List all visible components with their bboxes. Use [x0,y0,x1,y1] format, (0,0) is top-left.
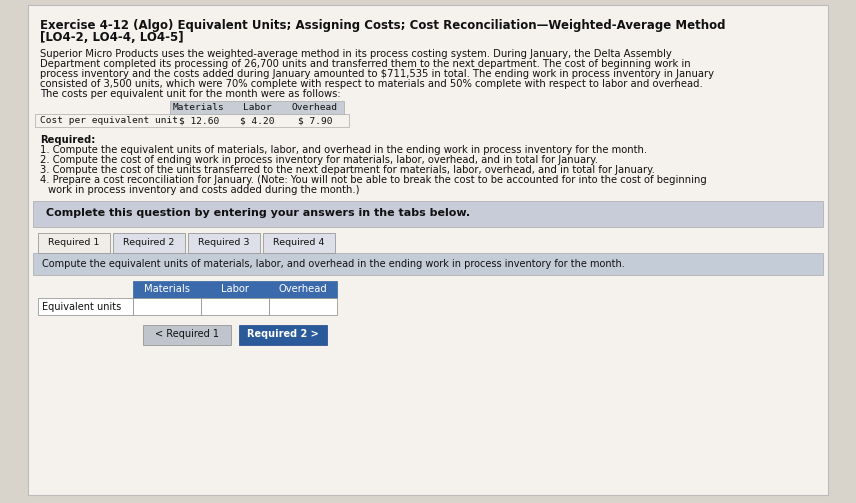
Text: Equivalent units: Equivalent units [42,302,122,312]
Text: Department completed its processing of 26,700 units and transferred them to the : Department completed its processing of 2… [40,59,691,69]
Text: Required:: Required: [40,135,95,145]
Text: Labor: Labor [221,284,249,294]
Bar [269,298,337,315]
Text: Required 4: Required 4 [273,238,324,247]
Text: Cost per equivalent unit: Cost per equivalent unit [40,116,178,125]
Text: $ 12.60: $ 12.60 [179,116,219,125]
Text: Materials: Materials [173,103,225,112]
Bar [35,114,349,127]
Text: 4. Prepare a cost reconciliation for January. (Note: You will not be able to bre: 4. Prepare a cost reconciliation for Jan… [40,175,707,185]
Text: < Required 1: < Required 1 [155,329,219,339]
Bar [33,253,823,275]
Text: Labor: Labor [242,103,271,112]
Text: The costs per equivalent unit for the month were as follows:: The costs per equivalent unit for the mo… [40,89,341,99]
Text: Complete this question by entering your answers in the tabs below.: Complete this question by entering your … [46,208,470,218]
Bar [38,233,110,253]
Text: Superior Micro Products uses the weighted-average method in its process costing : Superior Micro Products uses the weighte… [40,49,672,59]
Text: 2. Compute the cost of ending work in process inventory for materials, labor, ov: 2. Compute the cost of ending work in pr… [40,155,598,165]
Bar [143,325,231,345]
Bar [239,325,327,345]
Text: Required 2 >: Required 2 > [247,329,319,339]
Text: Exercise 4-12 (Algo) Equivalent Units; Assigning Costs; Cost Reconciliation—Weig: Exercise 4-12 (Algo) Equivalent Units; A… [40,19,726,32]
Text: Materials: Materials [144,284,190,294]
Text: 3. Compute the cost of the units transferred to the next department for material: 3. Compute the cost of the units transfe… [40,165,655,175]
Bar [133,281,337,298]
Text: Overhead: Overhead [278,284,327,294]
Bar [201,298,269,315]
Bar [170,101,344,114]
Text: work in process inventory and costs added during the month.): work in process inventory and costs adde… [48,185,360,195]
Bar [263,233,335,253]
Text: [LO4-2, LO4-4, LO4-5]: [LO4-2, LO4-4, LO4-5] [40,31,184,44]
Text: Compute the equivalent units of materials, labor, and overhead in the ending wor: Compute the equivalent units of material… [42,259,625,269]
Text: $ 4.20: $ 4.20 [240,116,274,125]
Bar [133,298,201,315]
Text: Required 2: Required 2 [123,238,175,247]
Text: 1. Compute the equivalent units of materials, labor, and overhead in the ending : 1. Compute the equivalent units of mater… [40,145,647,155]
Text: process inventory and the costs added during January amounted to $711,535 in tot: process inventory and the costs added du… [40,69,714,79]
Text: $ 7.90: $ 7.90 [298,116,332,125]
Text: Overhead: Overhead [292,103,338,112]
Bar [33,201,823,227]
Bar [113,233,185,253]
Bar [188,233,260,253]
Text: Required 1: Required 1 [48,238,99,247]
Text: consisted of 3,500 units, which were 70% complete with respect to materials and : consisted of 3,500 units, which were 70%… [40,79,703,89]
Text: Required 3: Required 3 [199,238,250,247]
Bar [38,298,133,315]
